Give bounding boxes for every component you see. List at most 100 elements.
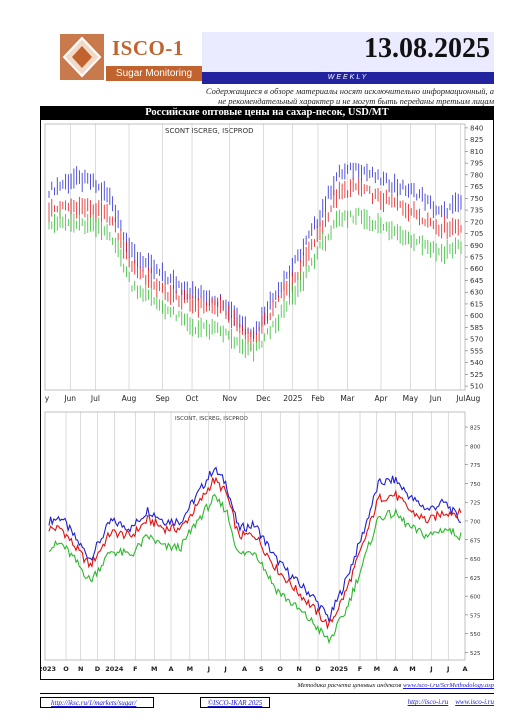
y-tick-label: 600 [470, 312, 483, 320]
y-tick-label: 735 [470, 207, 483, 215]
y-tick-label: 795 [470, 160, 483, 168]
x-tick-label: Aug [466, 394, 481, 403]
x-tick-label: Mar [340, 394, 355, 403]
y-tick-label: 510 [470, 383, 483, 391]
site-link-2[interactable]: www.isco-i.ru [455, 698, 494, 706]
chart-legend: SCONT ISCREG, ISCPROD [165, 127, 254, 135]
y-tick-label: 750 [470, 482, 481, 488]
y-tick-label: 750 [470, 195, 483, 203]
footer-link-box: http://iksc.ru/1/markets/sugar/ [40, 697, 154, 708]
logo-diamond-icon [60, 34, 104, 80]
chart-legend: ISCONT, ISCREG, ISCPROD [175, 416, 248, 422]
markets-link[interactable]: http://iksc.ru/1/markets/sugar/ [51, 699, 137, 707]
y-tick-label: 825 [470, 136, 483, 144]
y-tick-label: 810 [470, 148, 483, 156]
x-tick-label: A [393, 665, 398, 673]
x-tick-label: Jul [455, 394, 465, 403]
methodology-note: Методика расчета ценовых индексов www.is… [260, 682, 494, 689]
y-tick-label: 555 [470, 347, 483, 355]
x-tick-label: J [207, 665, 210, 673]
y-tick-label: 525 [470, 371, 483, 379]
y-tick-label: 625 [470, 576, 481, 582]
y-tick-label: 645 [470, 277, 483, 285]
y-tick-label: 690 [470, 242, 483, 250]
x-tick-label: Oct [186, 394, 199, 403]
x-tick-label: Jul [90, 394, 100, 403]
plot-area [44, 411, 466, 661]
x-tick-label: 2023 [41, 665, 56, 673]
x-tick-label: 2025 [283, 394, 302, 403]
y-tick-label: 765 [470, 183, 483, 191]
copyright-box: ©ISCO-IKAR 2025 [200, 697, 270, 708]
x-tick-label: Apr [375, 394, 389, 403]
chart-frame: SCONT ISCREG, ISCPROD y Jun Jul Aug Sep Oct Nov… [40, 119, 494, 680]
x-tick-label: A [242, 665, 247, 673]
y-tick-label: 725 [470, 501, 481, 507]
date-panel [202, 32, 494, 72]
y-tick-label: 775 [470, 463, 481, 469]
x-tick-label: J [429, 665, 432, 673]
x-tick-label: S [259, 665, 264, 673]
y-tick-label: 650 [470, 557, 481, 563]
y-tick-label: 600 [470, 595, 481, 601]
logo-subtitle: Sugar Monitoring [106, 66, 202, 81]
series-line-iscreg [48, 476, 462, 630]
y-tick-label: 825 [470, 426, 481, 432]
frequency-label: WEEKLY [202, 72, 494, 84]
x-tick-label: M [374, 665, 380, 673]
x-tick-label: J [446, 665, 449, 673]
x-tick-label: M [151, 665, 157, 673]
series-line-iscprod [48, 493, 462, 645]
y-tick-label: 550 [470, 632, 481, 638]
y-tick-label: 525 [470, 651, 481, 657]
x-tick-label: Nov [222, 394, 237, 403]
x-tick-label: y [45, 394, 50, 403]
x-tick-label: 2025 [330, 665, 349, 673]
plot-area [44, 123, 466, 391]
y-tick-label: 630 [470, 289, 483, 297]
x-tick-label: M [187, 665, 193, 673]
x-tick-label: M [409, 665, 415, 673]
x-tick-label: O [277, 665, 283, 673]
x-tick-label: A [168, 665, 173, 673]
y-tick-label: 540 [470, 359, 483, 367]
x-tick-label: D [315, 665, 321, 673]
x-tick-label: Feb [311, 394, 325, 403]
footer-divider [40, 693, 494, 694]
x-tick-label: 2024 [105, 665, 124, 673]
x-tick-label: Aug [122, 394, 137, 403]
x-tick-label: O [63, 665, 69, 673]
x-tick-label: F [133, 665, 137, 673]
x-tick-label: Sep [156, 394, 170, 403]
y-tick-label: 575 [470, 613, 481, 619]
chart-title: Российские оптовые цены на сахар-песок, … [40, 106, 494, 119]
y-tick-label: 800 [470, 444, 481, 450]
y-tick-label: 675 [470, 538, 481, 544]
logo-name: ISCO-1 [112, 36, 184, 60]
y-tick-label: 840 [470, 124, 483, 132]
x-tick-label: May [403, 394, 419, 403]
x-tick-label: N [296, 665, 301, 673]
series-line-iscont [48, 466, 462, 624]
methodology-link[interactable]: www.isco-i.ru/ScrMethodology.asp [402, 682, 494, 689]
line-chart: ISCONT, ISCREG, ISCPROD 2023 O N D 2024 F M A M J J… [41, 411, 481, 673]
x-tick-label: D [95, 665, 101, 673]
x-tick-label: F [358, 665, 362, 673]
x-tick-label: Jun [429, 394, 442, 403]
y-tick-label: 720 [470, 218, 483, 226]
x-tick-label: Dec [256, 394, 271, 403]
y-tick-label: 585 [470, 324, 483, 332]
site-link-1[interactable]: http://isco-i.ru [407, 698, 449, 706]
y-tick-label: 570 [470, 336, 483, 344]
x-tick-label: N [78, 665, 83, 673]
disclaimer-text: Содержащиеся в обзоре материалы носят ис… [205, 86, 494, 106]
y-tick-label: 700 [470, 519, 481, 525]
x-tick-label: A [462, 665, 467, 673]
site-links: http://isco-i.ru www.isco-i.ru [340, 697, 494, 708]
y-tick-label: 675 [470, 254, 483, 262]
report-date: 13.08.2025 [364, 33, 490, 64]
x-tick-label: Jun [63, 394, 76, 403]
y-tick-label: 615 [470, 300, 483, 308]
copyright-text: ©ISCO-IKAR 2025 [207, 699, 263, 707]
